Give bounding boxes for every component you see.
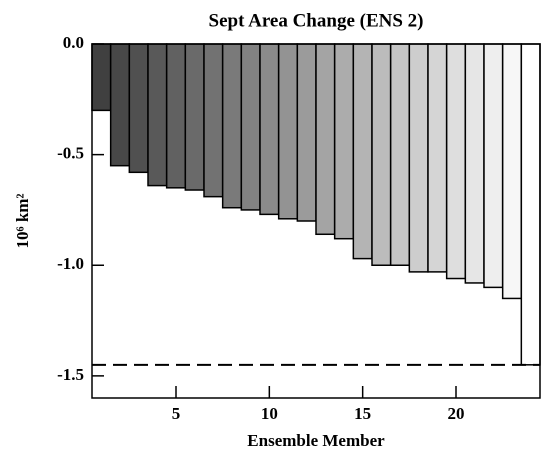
bar <box>333 43 355 240</box>
bar <box>520 43 541 366</box>
bar <box>389 43 411 266</box>
y-tick-label: -0.5 <box>57 144 84 163</box>
bar <box>427 43 448 273</box>
bar <box>464 43 485 284</box>
chart-title: Sept Area Change (ENS 2) <box>209 10 424 31</box>
bar <box>371 43 392 266</box>
bar <box>501 43 523 300</box>
bar <box>203 43 224 198</box>
x-tick-label: 5 <box>172 404 181 423</box>
bar <box>259 43 280 216</box>
plot-frame <box>91 43 541 399</box>
bar <box>483 43 504 289</box>
y-axis-label: 10⁶ km² <box>13 193 32 248</box>
y-tick-label: -1.5 <box>57 365 84 384</box>
bar <box>221 43 243 209</box>
bar <box>240 43 261 211</box>
x-axis-label: Ensemble Member <box>247 431 385 450</box>
bar <box>147 43 168 187</box>
bar <box>408 43 429 273</box>
bar <box>315 43 336 236</box>
bar <box>165 43 187 189</box>
bar <box>352 43 373 260</box>
bar <box>184 43 205 191</box>
bar <box>91 43 112 112</box>
bar <box>109 43 131 167</box>
bar <box>128 43 149 174</box>
bar <box>445 43 467 280</box>
x-tick-label: 10 <box>261 404 278 423</box>
x-tick-label: 20 <box>448 404 465 423</box>
x-tick-label: 15 <box>354 404 371 423</box>
bar <box>296 43 317 222</box>
y-tick-label: -1.0 <box>57 254 84 273</box>
y-tick-label: 0.0 <box>63 33 84 52</box>
bar <box>277 43 299 220</box>
